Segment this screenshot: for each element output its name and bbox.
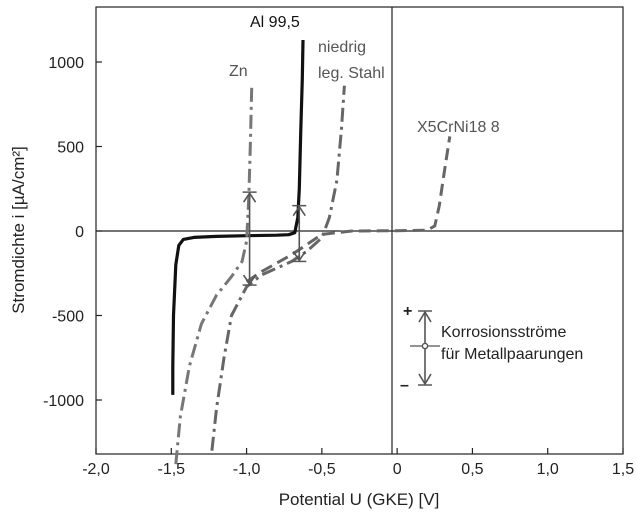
x-tick-label: 1,0: [537, 461, 559, 478]
x-tick-label: -0,5: [308, 461, 336, 478]
legend-minus: –: [400, 377, 409, 394]
x-tick-label: 0,5: [461, 461, 483, 478]
marker-arrow-up: [242, 191, 257, 203]
y-tick-label: 1000: [48, 55, 84, 72]
corrosion-marker-0: [242, 191, 257, 286]
legend-arrow-head-up: [418, 310, 432, 323]
series-label-stahl-line1: niedrig: [318, 39, 366, 56]
x-tick-label: -1,0: [233, 461, 261, 478]
series-label-stahl-line2: leg. Stahl: [318, 65, 385, 82]
series-label-zn: Zn: [229, 63, 248, 80]
legend: + – Korrosionsströme für Metallpaarungen: [400, 303, 583, 394]
marker-arrow-down: [242, 274, 257, 286]
y-tick-label: 0: [75, 224, 84, 241]
legend-line-2: für Metallpaarungen: [441, 346, 583, 363]
corrosion-marker-1: [292, 204, 307, 263]
x-tick-label: 1,5: [612, 461, 634, 478]
y-tick-group: 1000 500 0 -500 -1000: [43, 55, 102, 410]
series-layer: [171, 39, 452, 465]
y-axis-title: Stromdichte i [µA/cm²]: [9, 146, 28, 314]
x-tick-label: 0: [393, 461, 402, 478]
y-tick-label: -1000: [43, 393, 84, 410]
marker-arrow-up: [292, 205, 306, 217]
y-tick-label: -500: [52, 309, 84, 326]
series-line-3: [245, 136, 452, 283]
legend-line-1: Korrosionsströme: [441, 324, 566, 341]
x-tick-label: -1,5: [157, 461, 185, 478]
marker-arrow-down: [292, 250, 306, 262]
legend-arrow-head-down: [418, 373, 432, 386]
y-tick-label: 500: [57, 140, 84, 157]
x-tick-label: -2,0: [82, 461, 110, 478]
marker-layer: [242, 191, 307, 286]
series-label-x5crni: X5CrNi18 8: [417, 119, 500, 136]
series-line-1: [174, 83, 254, 465]
legend-mid-dot: [421, 342, 429, 350]
legend-plus: +: [403, 303, 412, 320]
x-tick-group: -2,0 -1,5 -1,0 -0,5 0 0,5 1,0 1,5: [82, 448, 634, 478]
series-label-al: Al 99,5: [250, 14, 300, 31]
series-line-2: [210, 85, 346, 451]
series-line-0: [171, 39, 305, 395]
x-axis-title: Potential U (GKE) [V]: [279, 490, 440, 509]
